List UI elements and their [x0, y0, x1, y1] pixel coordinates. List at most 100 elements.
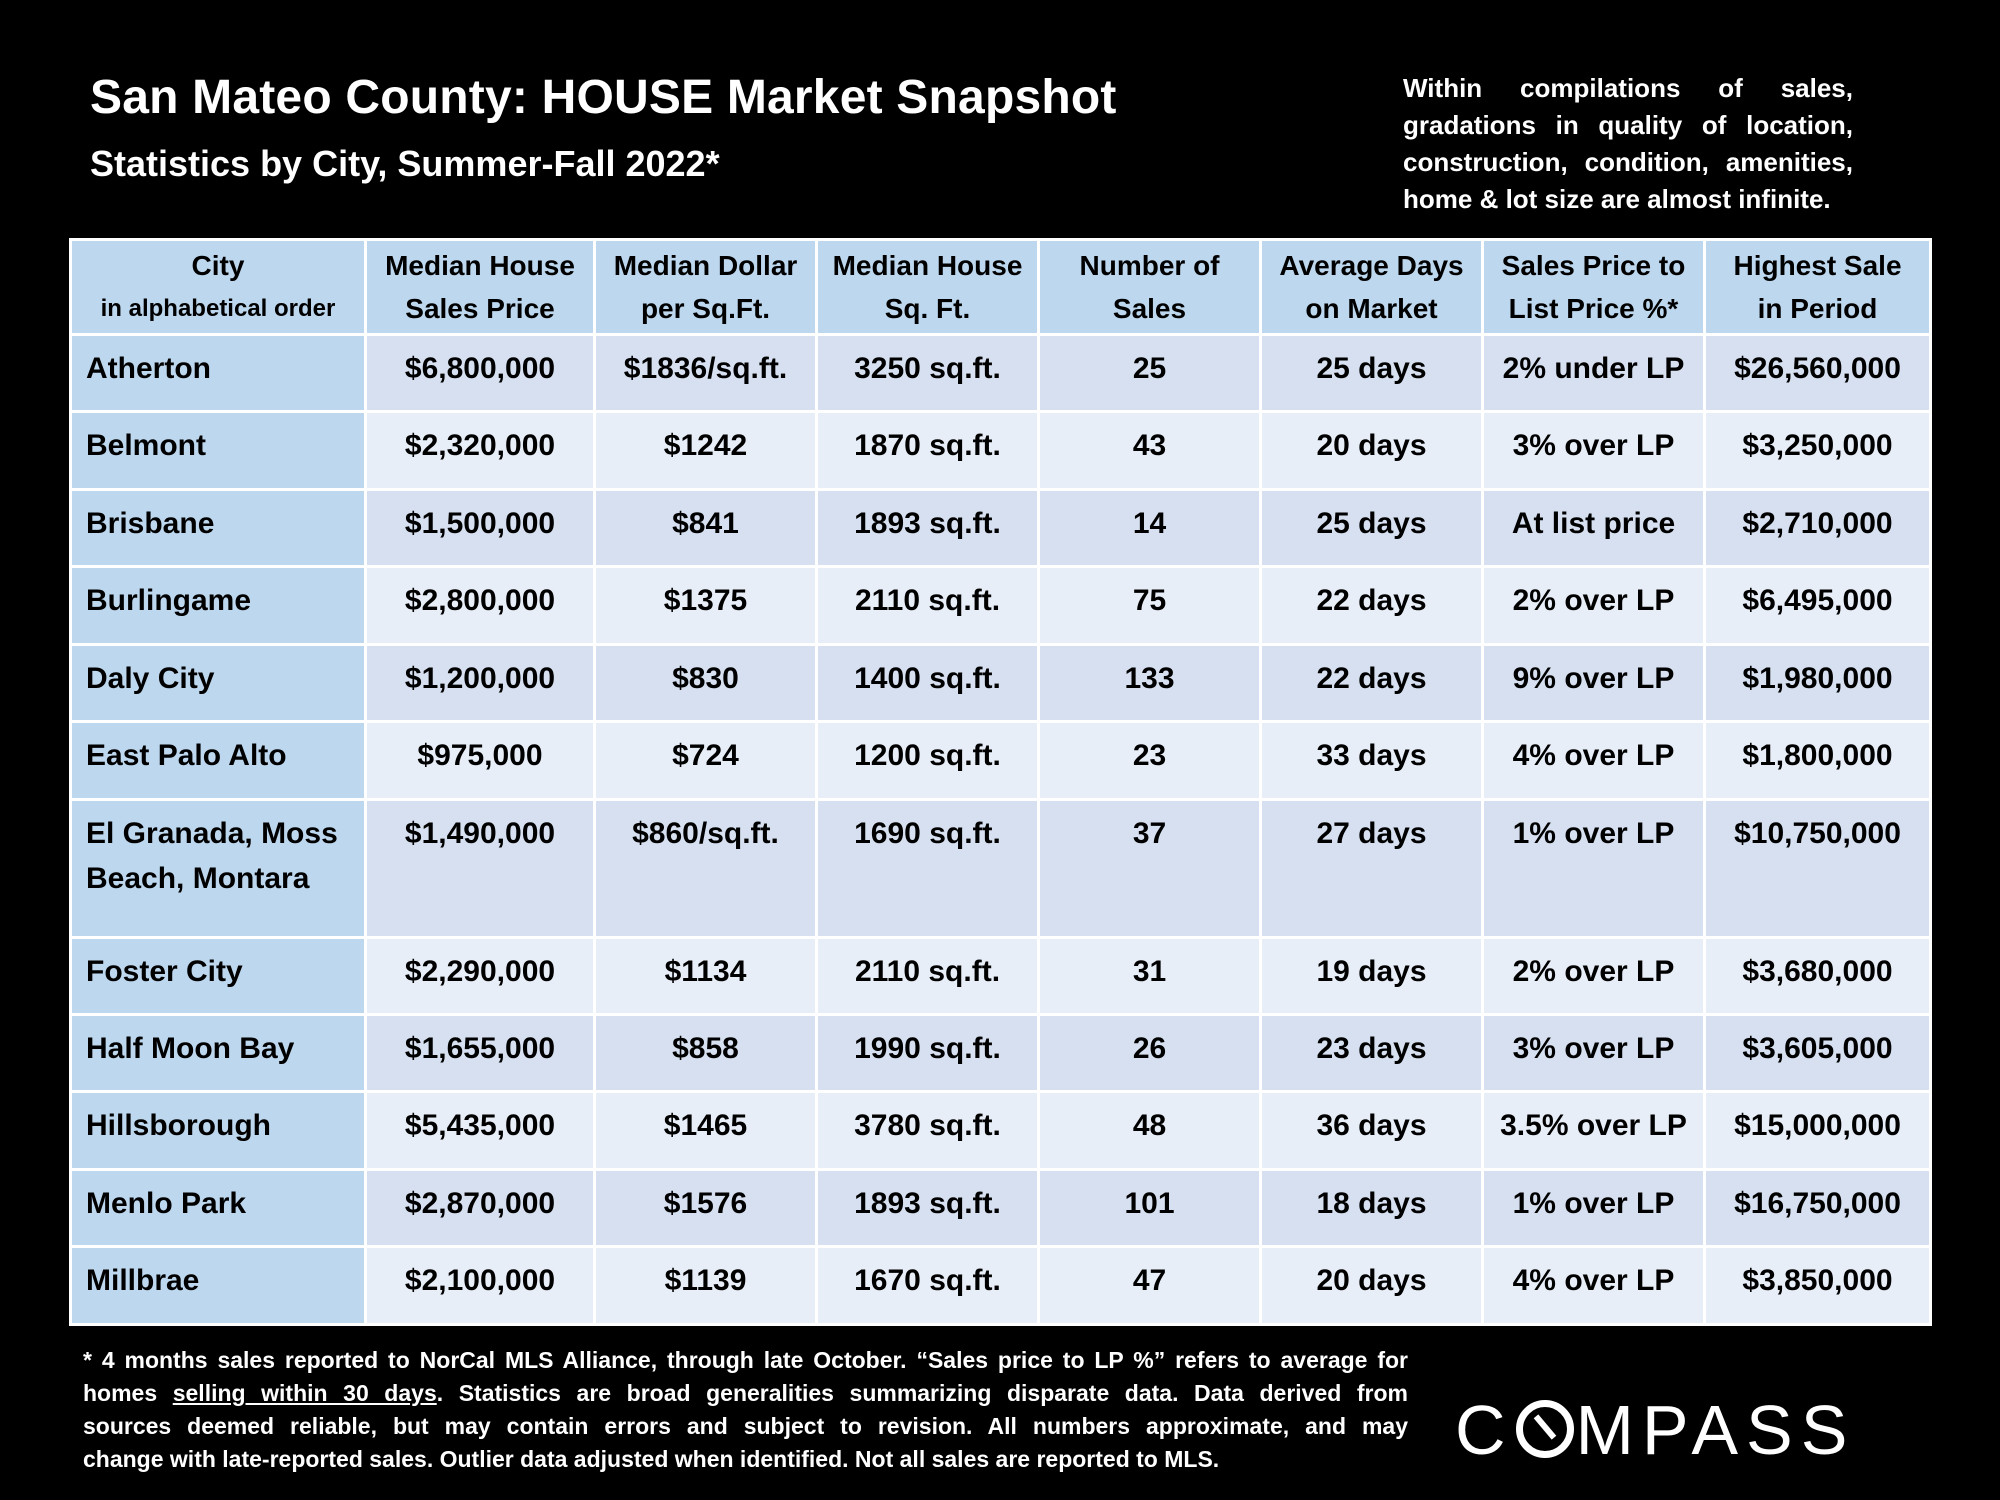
table-cell: 1% over LP [1481, 1167, 1706, 1249]
table-cell: 25 days [1259, 332, 1484, 414]
side-note-line: construction, condition, amenities, [1403, 147, 1853, 177]
column-header-line: List Price %* [1508, 293, 1679, 324]
table-cell: 2110 sq.ft. [815, 935, 1040, 1017]
footnote-line: homes selling within 30 days. Statistics… [83, 1377, 1408, 1410]
table-cell: $724 [593, 720, 818, 801]
table-row: Millbrae $2,100,000 $1139 1670 sq.ft. 47 20 d… [69, 1245, 1932, 1326]
column-header-line: Number of [1079, 250, 1220, 281]
column-header: Number of Sales [1037, 238, 1262, 336]
column-header-line: Average Days [1279, 250, 1464, 281]
table-cell: 1690 sq.ft. [815, 797, 1040, 939]
table-row: Atherton $6,800,000 $1836/sq.ft. 3250 sq.ft… [69, 332, 1932, 414]
table-cell: 48 [1037, 1090, 1262, 1171]
table-cell: 75 [1037, 565, 1262, 646]
table-cell: 2% over LP [1481, 565, 1706, 646]
table-cell: 14 [1037, 487, 1262, 569]
table-cell: 23 days [1259, 1012, 1484, 1094]
page-subtitle: Statistics by City, Summer-Fall 2022* [90, 143, 720, 184]
column-header-line: City [191, 250, 245, 281]
table-cell: 2% over LP [1481, 935, 1706, 1017]
table-cell: $5,435,000 [364, 1090, 596, 1171]
city-name-cell: East Palo Alto [69, 720, 367, 801]
city-name-cell: Hillsborough [69, 1090, 367, 1171]
column-header-line: Sales Price [405, 293, 555, 324]
table-cell: $1,200,000 [364, 642, 596, 724]
table-cell: 3250 sq.ft. [815, 332, 1040, 414]
column-header-line: Median House [832, 250, 1023, 281]
compass-logo: C MPASS [1455, 1390, 1855, 1470]
table-cell: 31 [1037, 935, 1262, 1017]
table-cell: $3,250,000 [1703, 410, 1932, 491]
footnote-text: homes [83, 1380, 173, 1406]
column-header-line: Sales Price to [1501, 250, 1686, 281]
table-header-row: City in alphabetical order Median House Sal… [69, 238, 1932, 336]
table-row: Hillsborough $5,435,000 $1465 3780 sq.ft. 48… [69, 1090, 1932, 1171]
table-cell: $1,655,000 [364, 1012, 596, 1094]
city-name-cell: Belmont [69, 410, 367, 491]
table-cell: 43 [1037, 410, 1262, 491]
table-cell: $2,800,000 [364, 565, 596, 646]
column-header: City in alphabetical order [69, 238, 367, 336]
table-cell: $841 [593, 487, 818, 569]
table-cell: $1,490,000 [364, 797, 596, 939]
table-cell: 20 days [1259, 410, 1484, 491]
table-cell: 1893 sq.ft. [815, 1167, 1040, 1249]
table-cell: 1400 sq.ft. [815, 642, 1040, 724]
table-cell: $1,500,000 [364, 487, 596, 569]
table-cell: $3,680,000 [1703, 935, 1932, 1017]
table-cell: 33 days [1259, 720, 1484, 801]
table-cell: 1893 sq.ft. [815, 487, 1040, 569]
table-cell: $1134 [593, 935, 818, 1017]
city-name-cell: El Granada, Moss Beach, Montara [69, 797, 367, 939]
table-cell: 25 days [1259, 487, 1484, 569]
table-cell: $1,980,000 [1703, 642, 1932, 724]
table-cell: 37 [1037, 797, 1262, 939]
city-name-cell: Foster City [69, 935, 367, 1017]
table-cell: $1,800,000 [1703, 720, 1932, 801]
column-header-line: in alphabetical order [100, 295, 336, 322]
table-cell: 101 [1037, 1167, 1262, 1249]
table-cell: $2,100,000 [364, 1245, 596, 1326]
market-snapshot-table: City in alphabetical order Median House Sal… [69, 238, 1932, 1326]
column-header-line: Sq. Ft. [884, 293, 971, 324]
table-cell: 1990 sq.ft. [815, 1012, 1040, 1094]
table-cell: $860/sq.ft. [593, 797, 818, 939]
column-header-line: Sales [1112, 293, 1187, 324]
column-header-line: per Sq.Ft. [640, 293, 771, 324]
table-cell: 22 days [1259, 565, 1484, 646]
column-header: Median House Sales Price [364, 238, 596, 336]
table-row: Menlo Park $2,870,000 $1576 1893 sq.ft. 101 1… [69, 1167, 1932, 1249]
table-cell: $16,750,000 [1703, 1167, 1932, 1249]
table-cell: 3780 sq.ft. [815, 1090, 1040, 1171]
city-name-cell: Millbrae [69, 1245, 367, 1326]
table-cell: 1670 sq.ft. [815, 1245, 1040, 1326]
column-header-line: in Period [1757, 293, 1878, 324]
table-cell: $26,560,000 [1703, 332, 1932, 414]
table-row: Half Moon Bay $1,655,000 $858 1990 sq.ft. 26… [69, 1012, 1932, 1094]
table-cell: 20 days [1259, 1245, 1484, 1326]
table-cell: $2,870,000 [364, 1167, 596, 1249]
table-cell: $2,710,000 [1703, 487, 1932, 569]
city-name-cell: Burlingame [69, 565, 367, 646]
footnote-line: change with late-reported sales. Outlier… [83, 1446, 1220, 1472]
table-row: El Granada, Moss Beach, Montara $1,490,00… [69, 797, 1932, 939]
table-cell: $1139 [593, 1245, 818, 1326]
table-cell: $1242 [593, 410, 818, 491]
table-row: Foster City $2,290,000 $1134 2110 sq.ft. 31 1… [69, 935, 1932, 1017]
city-name-cell: Atherton [69, 332, 367, 414]
table-cell: 22 days [1259, 642, 1484, 724]
column-header-line: Highest Sale [1733, 250, 1902, 281]
column-header: Sales Price to List Price %* [1481, 238, 1706, 336]
table-row: Belmont $2,320,000 $1242 1870 sq.ft. 43 20 da… [69, 410, 1932, 491]
table-cell: 23 [1037, 720, 1262, 801]
logo-text: C [1455, 1391, 1514, 1469]
compass-o-icon [1515, 1400, 1574, 1458]
table-cell: $3,605,000 [1703, 1012, 1932, 1094]
table-cell: 4% over LP [1481, 720, 1706, 801]
table-cell: 27 days [1259, 797, 1484, 939]
table-cell: $10,750,000 [1703, 797, 1932, 939]
column-header: Median House Sq. Ft. [815, 238, 1040, 336]
table-row: Daly City $1,200,000 $830 1400 sq.ft. 133 22 … [69, 642, 1932, 724]
table-cell: 9% over LP [1481, 642, 1706, 724]
table-cell: $1465 [593, 1090, 818, 1171]
